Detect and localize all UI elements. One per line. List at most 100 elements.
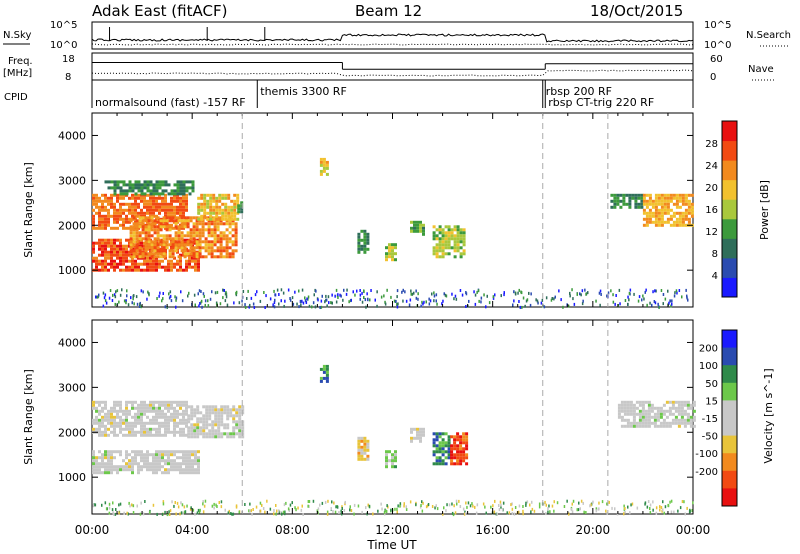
power-clutter-cell — [520, 290, 522, 294]
power-cell — [227, 211, 231, 215]
velocity-cell — [149, 400, 152, 404]
power-cell — [219, 237, 223, 241]
power-cell — [622, 202, 626, 206]
power-cell — [388, 255, 391, 259]
power-cell — [132, 240, 136, 244]
velocity-cell — [671, 418, 675, 422]
power-clutter-cell — [433, 299, 435, 303]
power-cell — [146, 268, 149, 272]
power-cell — [186, 240, 190, 244]
velocity-cell — [179, 427, 182, 431]
velocity-cell — [208, 405, 212, 409]
power-cell — [645, 202, 649, 206]
power-cell — [322, 166, 326, 170]
power-colorbar-tick-2: 12 — [705, 227, 718, 238]
velocity-cell — [319, 367, 323, 371]
power-cell — [435, 237, 439, 241]
velocity-cell — [131, 465, 134, 469]
power-cell — [197, 250, 200, 254]
velocity-cell — [131, 427, 134, 431]
velocity-cell — [447, 447, 451, 451]
power-cell — [119, 250, 122, 254]
velocity-clutter-cell — [518, 504, 521, 508]
power-cell — [125, 238, 128, 242]
power-cell — [363, 232, 367, 236]
velocity-clutter-cell — [530, 510, 532, 514]
power-clutter-cell — [619, 302, 621, 306]
velocity-cell — [450, 459, 454, 463]
power-cell — [119, 214, 122, 218]
power-clutter-cell — [615, 294, 617, 297]
power-cell — [215, 196, 219, 200]
velocity-cell — [214, 429, 218, 433]
power-cell — [177, 246, 181, 250]
power-cell — [651, 220, 655, 224]
velocity-cell — [179, 433, 182, 437]
velocity-cell — [620, 409, 624, 413]
velocity-cell — [650, 406, 654, 410]
velocity-cell — [366, 445, 370, 449]
power-cell — [221, 217, 225, 221]
velocity-cell — [140, 468, 143, 472]
velocity-clutter-cell — [662, 500, 664, 504]
power-cell — [197, 217, 201, 221]
velocity-clutter-cell — [307, 504, 309, 508]
power-cell — [149, 183, 153, 187]
x-tick-label-0: 00:00 — [75, 523, 110, 537]
power-clutter-cell — [519, 305, 522, 309]
velocity-cell — [363, 451, 367, 455]
power-cell — [159, 225, 163, 229]
velocity-cell — [116, 409, 119, 413]
velocity-cell — [680, 406, 684, 410]
power-cell — [447, 237, 451, 241]
power-cell — [104, 196, 107, 200]
power-cell — [447, 231, 451, 235]
power-clutter-cell — [125, 301, 127, 305]
velocity-cell — [677, 418, 681, 422]
power-cell — [140, 208, 143, 212]
power-cell — [110, 256, 113, 260]
velocity-cell — [176, 409, 179, 413]
velocity-cell — [122, 459, 125, 463]
power-cell — [129, 249, 133, 253]
power-clutter-cell — [168, 292, 170, 296]
power-cell — [438, 237, 442, 241]
power-cell — [98, 268, 101, 272]
velocity-cell — [205, 435, 209, 439]
power-cell — [687, 220, 691, 224]
power-cell — [156, 252, 160, 256]
velocity-clutter-cell — [490, 505, 492, 509]
power-clutter-cell — [292, 302, 295, 306]
power-clutter-cell — [111, 299, 114, 302]
power-cell — [140, 199, 143, 203]
power-cell — [357, 247, 361, 251]
power-clutter-cell — [536, 299, 539, 303]
velocity-cell — [238, 423, 242, 427]
power-cell — [663, 208, 667, 212]
power-cell — [104, 208, 107, 212]
power-clutter-cell — [187, 294, 189, 298]
velocity-cell — [677, 412, 681, 416]
velocity-clutter-cell — [118, 511, 120, 515]
velocity-cell — [217, 435, 221, 439]
power-clutter-cell — [675, 289, 678, 293]
velocity-cell — [125, 468, 128, 472]
power-cell — [152, 211, 155, 215]
velocity-cell — [137, 450, 140, 454]
power-cell — [185, 180, 189, 184]
power-cell — [648, 193, 652, 197]
velocity-cell — [134, 406, 137, 410]
power-clutter-cell — [551, 297, 553, 300]
velocity-cell — [683, 418, 687, 422]
velocity-cell — [435, 435, 439, 439]
velocity-cell — [447, 441, 451, 445]
power-clutter-cell — [644, 290, 646, 294]
power-data — [92, 157, 694, 309]
velocity-cell — [447, 444, 451, 448]
power-cell — [138, 255, 142, 259]
power-cell — [122, 192, 126, 196]
velocity-cell — [677, 421, 681, 425]
velocity-cell — [462, 450, 466, 454]
velocity-colorbar-band — [722, 453, 737, 472]
power-cell — [116, 180, 120, 184]
